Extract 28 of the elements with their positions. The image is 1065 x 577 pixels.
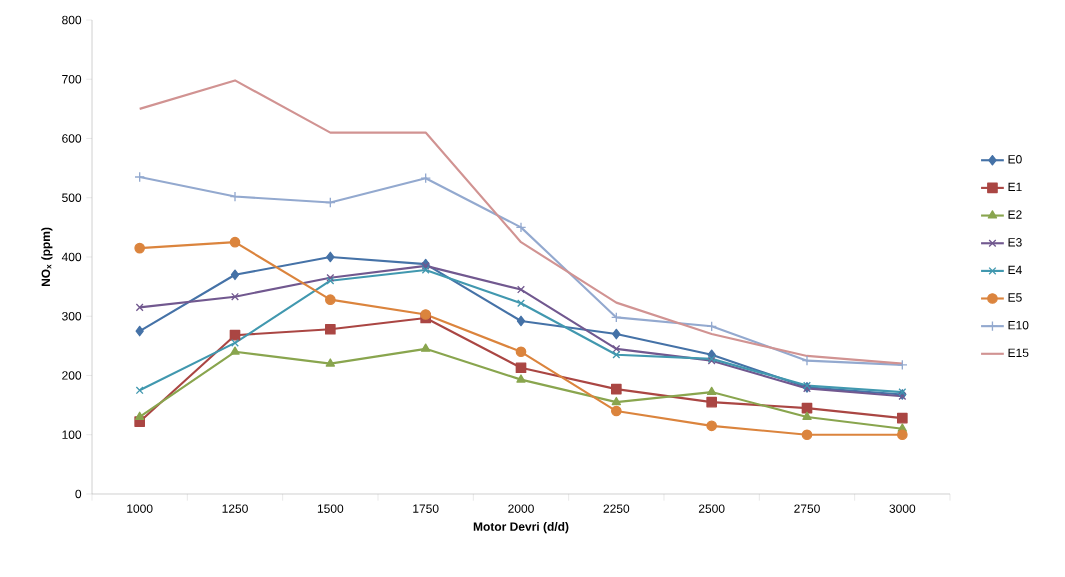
x-tick-label: 1000 <box>127 504 153 513</box>
x-tick-label: 3000 <box>889 504 916 513</box>
x-tick-label: 2000 <box>508 504 534 513</box>
x-tick-label: 1500 <box>317 504 344 513</box>
legend-label: E10 <box>1008 320 1029 330</box>
y-tick-label: 700 <box>62 74 82 84</box>
y-tick-label: 200 <box>62 371 82 380</box>
legend-label: E5 <box>1008 293 1022 302</box>
x-tick-label: 2500 <box>698 504 725 513</box>
y-tick-label: 600 <box>62 134 82 143</box>
y-tick-label: 0 <box>75 489 82 499</box>
x-tick-label: 1250 <box>222 504 248 513</box>
y-tick-label: 800 <box>62 15 82 25</box>
x-tick-label: 2750 <box>794 504 820 513</box>
legend-label: E0 <box>1008 155 1022 164</box>
x-tick-label: 2250 <box>603 504 630 513</box>
x-tick-label: 1750 <box>413 504 439 513</box>
y-tick-label: 400 <box>61 252 82 262</box>
legend-label: E1 <box>1008 182 1022 192</box>
legend-label: E4 <box>1008 265 1022 275</box>
legend-label: E15 <box>1008 348 1029 358</box>
y-tick-label: 100 <box>62 430 82 439</box>
legend-label: E2 <box>1008 210 1022 219</box>
legend-label: E3 <box>1008 238 1022 247</box>
y-axis-title: NO$_{x}$ (ppm) <box>41 227 53 287</box>
x-axis-title: Motor Devri (d/d) <box>473 522 569 534</box>
y-tick-label: 500 <box>62 193 82 202</box>
y-tick-label: 300 <box>62 311 82 321</box>
